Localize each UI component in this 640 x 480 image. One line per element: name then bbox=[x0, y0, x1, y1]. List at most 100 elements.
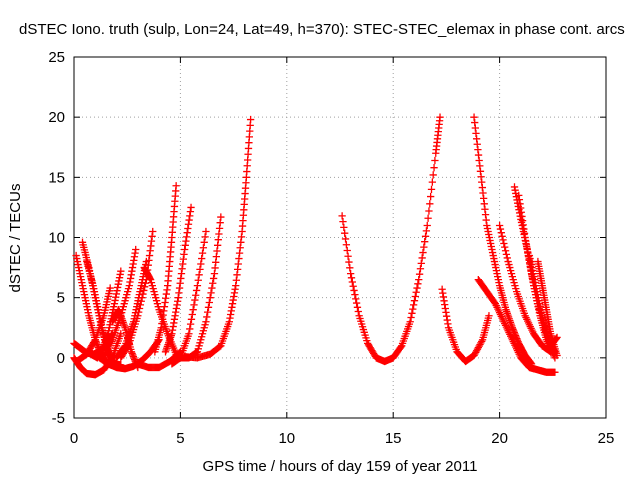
data-point bbox=[342, 241, 351, 249]
data-point bbox=[139, 290, 147, 298]
series-12 bbox=[108, 306, 142, 372]
data-point bbox=[427, 185, 436, 194]
data-point bbox=[498, 232, 506, 240]
data-point bbox=[215, 230, 223, 238]
y-tick-label: 15 bbox=[48, 169, 65, 186]
data-point bbox=[198, 330, 207, 338]
data-point bbox=[203, 313, 211, 321]
data-point bbox=[152, 294, 160, 302]
data-point bbox=[431, 156, 439, 165]
data-point bbox=[198, 249, 207, 257]
data-point bbox=[358, 320, 366, 328]
data-point bbox=[356, 314, 364, 323]
series-21 bbox=[438, 285, 493, 366]
series-15 bbox=[151, 182, 180, 356]
x-axis-label: GPS time / hours of day 159 of year 2011 bbox=[203, 458, 478, 475]
data-point bbox=[146, 275, 155, 284]
y-axis-label: dSTEC / TECUs bbox=[7, 184, 24, 293]
data-point bbox=[507, 269, 516, 278]
data-point bbox=[360, 328, 368, 336]
data-point bbox=[141, 279, 150, 287]
data-point bbox=[485, 312, 493, 320]
data-point bbox=[340, 223, 348, 232]
data-point bbox=[510, 278, 518, 287]
data-point bbox=[208, 284, 216, 292]
data-point bbox=[246, 115, 255, 124]
data-point bbox=[428, 178, 437, 186]
data-point bbox=[338, 212, 346, 220]
data-point bbox=[495, 221, 504, 230]
data-point bbox=[124, 284, 133, 293]
data-point bbox=[194, 276, 202, 284]
data-point bbox=[138, 294, 146, 302]
y-tick-label: 0 bbox=[57, 350, 65, 367]
data-point bbox=[189, 306, 197, 314]
data-point bbox=[412, 288, 420, 296]
data-point bbox=[246, 121, 254, 129]
y-tick-label: 25 bbox=[48, 49, 65, 66]
data-point bbox=[153, 300, 162, 308]
data-point bbox=[346, 264, 354, 272]
data-point bbox=[210, 269, 219, 278]
data-point bbox=[213, 241, 222, 249]
data-point bbox=[352, 295, 360, 303]
data-point bbox=[420, 243, 428, 251]
y-tick-label: -5 bbox=[52, 410, 65, 427]
data-point bbox=[134, 312, 142, 320]
y-tick-label: 10 bbox=[48, 230, 65, 247]
series-16 bbox=[161, 203, 195, 356]
data-point bbox=[508, 272, 517, 281]
data-point bbox=[407, 313, 415, 322]
chart-title: dSTEC Iono. truth (sulp, Lon=24, Lat=49,… bbox=[19, 21, 625, 38]
data-point bbox=[409, 301, 418, 309]
data-point bbox=[191, 296, 199, 304]
data-point bbox=[204, 303, 213, 311]
data-point bbox=[133, 314, 141, 323]
data-point bbox=[345, 258, 353, 266]
data-point bbox=[152, 297, 161, 305]
data-point bbox=[413, 284, 421, 292]
data-point bbox=[137, 297, 145, 305]
series-20 bbox=[338, 113, 444, 366]
data-point bbox=[411, 292, 419, 301]
data-points bbox=[70, 113, 561, 379]
data-point bbox=[415, 270, 424, 278]
data-point bbox=[136, 301, 145, 309]
data-point bbox=[192, 286, 201, 295]
data-point bbox=[203, 308, 212, 316]
data-point bbox=[129, 328, 137, 336]
data-point bbox=[121, 297, 129, 305]
data-point bbox=[427, 192, 435, 201]
data-point bbox=[504, 257, 512, 266]
data-point bbox=[425, 207, 433, 215]
data-point bbox=[357, 317, 365, 325]
data-point bbox=[512, 284, 520, 293]
data-point bbox=[244, 144, 253, 153]
data-point bbox=[193, 281, 202, 290]
y-tick-labels: -5 0 5 10 15 20 25 bbox=[48, 49, 65, 427]
data-point bbox=[197, 260, 205, 268]
data-point bbox=[416, 265, 425, 273]
data-point bbox=[499, 236, 507, 244]
data-point bbox=[187, 203, 195, 212]
data-point bbox=[408, 309, 416, 317]
data-point bbox=[201, 321, 209, 329]
data-point bbox=[187, 315, 196, 323]
x-tick-label: 10 bbox=[278, 430, 295, 447]
x-tick-label: 0 bbox=[70, 430, 78, 447]
y-tick-label: 5 bbox=[57, 290, 65, 307]
data-point bbox=[430, 164, 438, 172]
data-point bbox=[414, 280, 422, 288]
data-point bbox=[500, 239, 508, 248]
data-point bbox=[501, 247, 510, 255]
x-tick-label: 25 bbox=[598, 430, 615, 447]
data-point bbox=[553, 351, 561, 360]
data-point bbox=[199, 327, 208, 335]
data-point bbox=[201, 233, 209, 241]
data-point bbox=[214, 236, 222, 244]
data-point bbox=[186, 325, 194, 333]
data-point bbox=[198, 254, 206, 263]
data-point bbox=[363, 336, 371, 345]
series-24 bbox=[495, 221, 555, 356]
data-point bbox=[344, 252, 352, 260]
